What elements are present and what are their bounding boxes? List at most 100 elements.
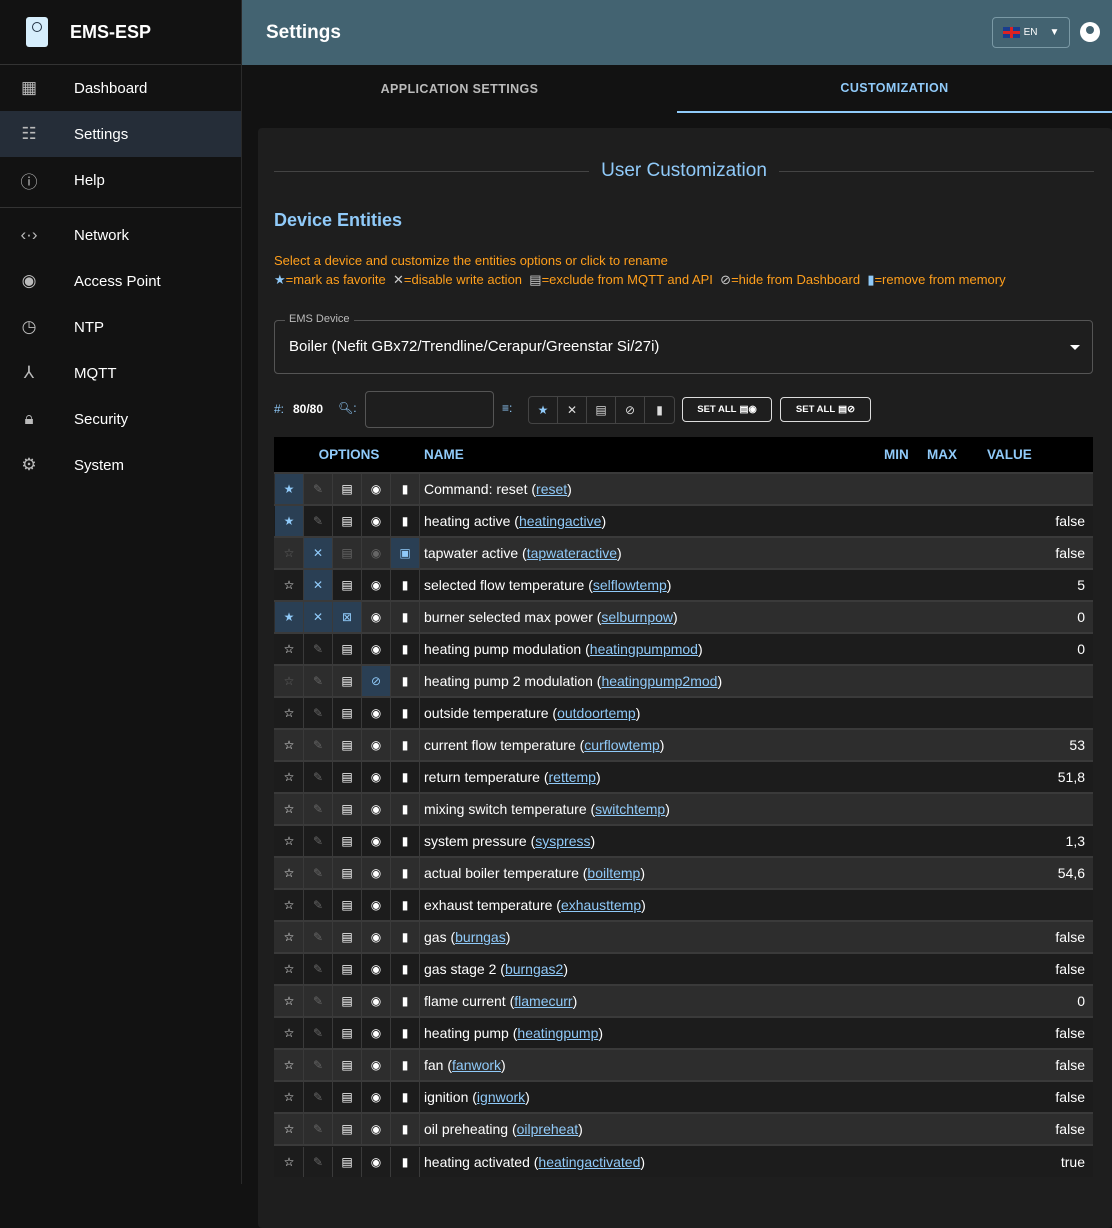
table-row[interactable]: ☆ ✎ ▤ ◉ ▮ mixing switch temperature (switcht… [274, 793, 1093, 825]
favorite-star-icon[interactable]: ☆ [275, 730, 304, 760]
table-row[interactable]: ☆ ✎ ▤ ◉ ▮ flame current (flamecurr) 0 [274, 985, 1093, 1017]
entity-id-link[interactable]: tapwateractive [526, 545, 617, 561]
table-row[interactable]: ☆ ✕ ▤ ◉ ▮ selected flow temperature (selflow… [274, 569, 1093, 601]
entity-name[interactable]: mixing switch temperature (switchtemp) [424, 801, 670, 817]
entity-id-link[interactable]: oilpreheat [516, 1121, 579, 1137]
delete-icon[interactable]: ▮ [391, 474, 420, 504]
edit-icon[interactable]: ✎ [304, 730, 333, 760]
sidebar-item-dashboard[interactable]: ▦ Dashboard [0, 65, 241, 111]
edit-icon[interactable]: ✎ [304, 634, 333, 664]
entity-name[interactable]: heating pump (heatingpump) [424, 1025, 604, 1041]
delete-icon[interactable]: ▮ [391, 1018, 420, 1048]
delete-icon[interactable]: ▮ [391, 1114, 420, 1144]
comment-icon[interactable]: ▤ [333, 890, 362, 920]
favorite-star-icon[interactable]: ☆ [275, 538, 304, 568]
sidebar-item-mqtt[interactable]: ⅄ MQTT [0, 350, 241, 396]
language-select[interactable]: EN ▼ [992, 17, 1070, 48]
entity-name[interactable]: oil preheating (oilpreheat) [424, 1121, 583, 1137]
edit-icon[interactable]: ✎ [304, 762, 333, 792]
eye-icon[interactable]: ◉ [362, 762, 391, 792]
entity-name[interactable]: heating active (heatingactive) [424, 513, 607, 529]
eye-icon[interactable]: ◉ [362, 570, 391, 600]
favorite-star-icon[interactable]: ☆ [275, 890, 304, 920]
edit-icon[interactable]: ✎ [304, 1146, 333, 1177]
entity-name[interactable]: exhaust temperature (exhausttemp) [424, 897, 646, 913]
favorite-star-icon[interactable]: ☆ [275, 826, 304, 856]
delete-icon[interactable]: ▮ [391, 762, 420, 792]
edit-icon[interactable]: ✎ [304, 954, 333, 984]
delete-icon[interactable]: ▮ [391, 922, 420, 952]
eye-icon[interactable]: ◉ [362, 1146, 391, 1177]
entity-id-link[interactable]: reset [536, 481, 568, 497]
delete-icon[interactable]: ▮ [391, 858, 420, 888]
eye-icon[interactable]: ◉ [362, 858, 391, 888]
entity-id-link[interactable]: flamecurr [514, 993, 573, 1009]
table-row[interactable]: ★ ✕ ⊠ ◉ ▮ burner selected max power (selburn… [274, 601, 1093, 633]
sidebar-item-access-point[interactable]: ◉ Access Point [0, 258, 241, 304]
favorite-star-icon[interactable]: ☆ [275, 858, 304, 888]
table-row[interactable]: ☆ ✕ ▤ ◉ ▣ tapwater active (tapwateractive) f… [274, 537, 1093, 569]
edit-icon[interactable]: ✎ [304, 858, 333, 888]
entity-id-link[interactable]: ignwork [476, 1089, 526, 1105]
delete-icon[interactable]: ▮ [391, 986, 420, 1016]
filter-deleted-icon[interactable]: ▮ [656, 403, 663, 417]
table-row[interactable]: ☆ ✎ ▤ ◉ ▮ return temperature (rettemp) 51,8 [274, 761, 1093, 793]
favorite-star-icon[interactable]: ☆ [275, 1146, 304, 1177]
header-name[interactable]: NAME [424, 447, 464, 462]
entity-name[interactable]: system pressure (syspress) [424, 833, 596, 849]
edit-icon[interactable]: ✎ [304, 698, 333, 728]
entity-name[interactable]: flame current (flamecurr) [424, 993, 578, 1009]
edit-icon[interactable]: ✎ [304, 474, 333, 504]
favorite-star-icon[interactable]: ☆ [275, 666, 304, 696]
entity-name[interactable]: return temperature (rettemp) [424, 769, 601, 785]
favorite-star-icon[interactable]: ☆ [275, 954, 304, 984]
eye-icon[interactable]: ◉ [362, 826, 391, 856]
edit-icon[interactable]: ✎ [304, 666, 333, 696]
comment-icon[interactable]: ▤ [333, 1082, 362, 1112]
comment-icon[interactable]: ▤ [333, 666, 362, 696]
comment-icon[interactable]: ▤ [333, 826, 362, 856]
eye-icon[interactable]: ◉ [362, 986, 391, 1016]
filter-mqtt-excluded-icon[interactable]: ▤ [587, 397, 616, 423]
table-row[interactable]: ☆ ✎ ▤ ◉ ▮ outside temperature (outdoortemp) [274, 697, 1093, 729]
comment-icon[interactable]: ▤ [333, 634, 362, 664]
favorite-star-icon[interactable]: ★ [275, 602, 304, 632]
entity-id-link[interactable]: fanwork [452, 1057, 502, 1073]
entity-id-link[interactable]: heatingpumpmod [589, 641, 698, 657]
edit-icon[interactable]: ✎ [304, 506, 333, 536]
edit-icon[interactable]: ✕ [304, 570, 333, 600]
delete-icon[interactable]: ▮ [391, 730, 420, 760]
edit-icon[interactable]: ✎ [304, 1114, 333, 1144]
tab-customization[interactable]: CUSTOMIZATION [677, 65, 1112, 113]
favorite-star-icon[interactable]: ☆ [275, 1018, 304, 1048]
filter-hidden-icon[interactable]: ⊘ [616, 397, 645, 423]
table-row[interactable]: ☆ ✎ ▤ ◉ ▮ ignition (ignwork) false [274, 1081, 1093, 1113]
header-options[interactable]: OPTIONS [318, 447, 380, 462]
delete-icon[interactable]: ▮ [391, 1050, 420, 1080]
delete-icon[interactable]: ▮ [391, 570, 420, 600]
eye-icon[interactable]: ◉ [362, 730, 391, 760]
favorite-star-icon[interactable]: ☆ [275, 634, 304, 664]
entity-name[interactable]: burner selected max power (selburnpow) [424, 609, 678, 625]
delete-icon[interactable]: ▮ [391, 698, 420, 728]
entity-name[interactable]: heating activated (heatingactivated) [424, 1153, 646, 1170]
entity-name[interactable]: outside temperature (outdoortemp) [424, 705, 641, 721]
favorite-star-icon[interactable]: ☆ [275, 1114, 304, 1144]
comment-icon[interactable]: ▤ [333, 762, 362, 792]
entity-name[interactable]: gas (burngas) [424, 929, 511, 945]
eye-icon[interactable]: ◉ [362, 634, 391, 664]
edit-icon[interactable]: ✎ [304, 1018, 333, 1048]
edit-icon[interactable]: ✎ [304, 986, 333, 1016]
entity-id-link[interactable]: switchtemp [595, 801, 666, 817]
delete-icon[interactable]: ▮ [391, 1146, 420, 1177]
comment-icon[interactable]: ⊠ [333, 602, 362, 632]
eye-icon[interactable]: ◉ [362, 538, 391, 568]
edit-icon[interactable]: ✎ [304, 922, 333, 952]
entity-id-link[interactable]: selflowtemp [592, 577, 667, 593]
table-row[interactable]: ☆ ✎ ▤ ◉ ▮ gas (burngas) false [274, 921, 1093, 953]
table-row[interactable]: ☆ ✎ ▤ ◉ ▮ system pressure (syspress) 1,3 [274, 825, 1093, 857]
eye-icon[interactable]: ◉ [362, 1114, 391, 1144]
sidebar-item-security[interactable]: 🔒︎ Security [0, 396, 241, 442]
favorite-star-icon[interactable]: ☆ [275, 570, 304, 600]
set-all-visible-button[interactable]: SET ALL ▤◉ [682, 397, 772, 422]
